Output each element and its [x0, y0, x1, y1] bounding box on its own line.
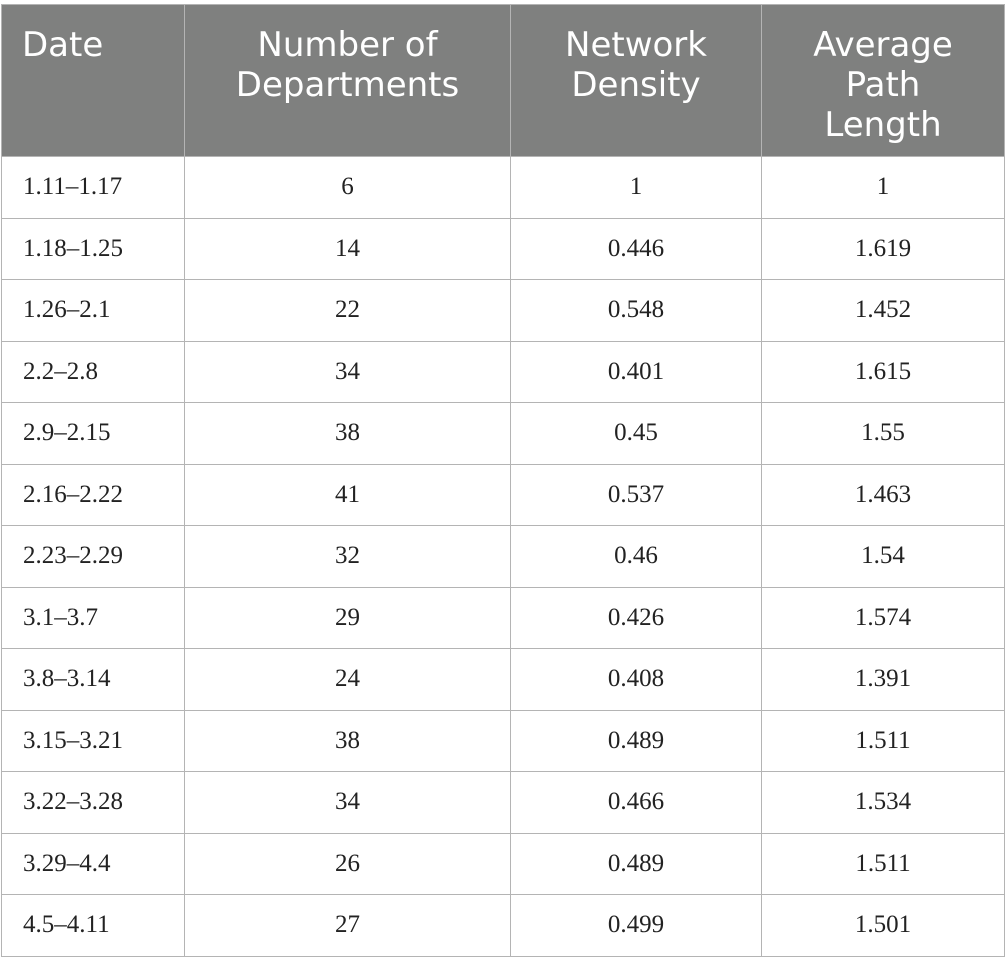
table-header: Date Number of Departments Network Densi…	[1, 4, 1005, 157]
header-row: Date Number of Departments Network Densi…	[1, 4, 1005, 157]
cell-average-path-length: 1.534	[761, 771, 1005, 834]
cell-average-path-length: 1.391	[761, 648, 1005, 711]
cell-number-of-departments: 26	[184, 832, 511, 895]
cell-date: 3.1–3.7	[1, 586, 185, 649]
cell-average-path-length: 1.615	[761, 340, 1005, 403]
cell-average-path-length: 1.463	[761, 463, 1005, 526]
cell-number-of-departments: 41	[184, 463, 511, 526]
table-row: 3.22–3.28 34 0.466 1.534	[1, 771, 1005, 834]
table-row: 2.2–2.8 34 0.401 1.615	[1, 340, 1005, 403]
table-row: 3.29–4.4 26 0.489 1.511	[1, 832, 1005, 895]
table-row: 4.5–4.11 27 0.499 1.501	[1, 894, 1005, 957]
cell-date: 3.8–3.14	[1, 648, 185, 711]
cell-average-path-length: 1.55	[761, 402, 1005, 465]
cell-average-path-length: 1.511	[761, 709, 1005, 772]
header-number-of-departments: Number of Departments	[184, 4, 511, 157]
cell-average-path-length: 1.54	[761, 525, 1005, 588]
table-row: 3.1–3.7 29 0.426 1.574	[1, 586, 1005, 649]
cell-date: 2.23–2.29	[1, 525, 185, 588]
cell-average-path-length: 1.574	[761, 586, 1005, 649]
cell-average-path-length: 1	[761, 156, 1005, 219]
cell-date: 2.9–2.15	[1, 402, 185, 465]
cell-number-of-departments: 14	[184, 217, 511, 280]
cell-date: 2.16–2.22	[1, 463, 185, 526]
cell-number-of-departments: 34	[184, 771, 511, 834]
cell-average-path-length: 1.511	[761, 832, 1005, 895]
cell-number-of-departments: 24	[184, 648, 511, 711]
cell-number-of-departments: 34	[184, 340, 511, 403]
cell-date: 2.2–2.8	[1, 340, 185, 403]
cell-date: 3.15–3.21	[1, 709, 185, 772]
header-network-density: Network Density	[510, 4, 762, 157]
header-average-path-length: Average Path Length	[761, 4, 1005, 157]
network-metrics-table: Date Number of Departments Network Densi…	[1, 4, 1005, 957]
cell-date: 1.11–1.17	[1, 156, 185, 219]
table-row: 1.18–1.25 14 0.446 1.619	[1, 217, 1005, 280]
cell-average-path-length: 1.501	[761, 894, 1005, 957]
cell-network-density: 0.489	[510, 832, 762, 895]
cell-network-density: 0.446	[510, 217, 762, 280]
table-row: 1.11–1.17 6 1 1	[1, 156, 1005, 219]
header-date: Date	[1, 4, 185, 157]
cell-network-density: 0.426	[510, 586, 762, 649]
cell-number-of-departments: 38	[184, 402, 511, 465]
cell-date: 3.29–4.4	[1, 832, 185, 895]
cell-network-density: 0.46	[510, 525, 762, 588]
cell-average-path-length: 1.619	[761, 217, 1005, 280]
cell-date: 3.22–3.28	[1, 771, 185, 834]
cell-number-of-departments: 27	[184, 894, 511, 957]
cell-date: 1.26–2.1	[1, 279, 185, 342]
cell-network-density: 0.489	[510, 709, 762, 772]
cell-network-density: 0.401	[510, 340, 762, 403]
cell-network-density: 1	[510, 156, 762, 219]
table-row: 3.8–3.14 24 0.408 1.391	[1, 648, 1005, 711]
cell-number-of-departments: 22	[184, 279, 511, 342]
cell-network-density: 0.537	[510, 463, 762, 526]
cell-number-of-departments: 38	[184, 709, 511, 772]
cell-network-density: 0.408	[510, 648, 762, 711]
table-row: 2.9–2.15 38 0.45 1.55	[1, 402, 1005, 465]
cell-date: 1.18–1.25	[1, 217, 185, 280]
table-row: 2.23–2.29 32 0.46 1.54	[1, 525, 1005, 588]
table-row: 3.15–3.21 38 0.489 1.511	[1, 709, 1005, 772]
cell-date: 4.5–4.11	[1, 894, 185, 957]
cell-network-density: 0.466	[510, 771, 762, 834]
cell-network-density: 0.548	[510, 279, 762, 342]
cell-number-of-departments: 29	[184, 586, 511, 649]
cell-network-density: 0.499	[510, 894, 762, 957]
table-row: 1.26–2.1 22 0.548 1.452	[1, 279, 1005, 342]
cell-network-density: 0.45	[510, 402, 762, 465]
cell-average-path-length: 1.452	[761, 279, 1005, 342]
cell-number-of-departments: 32	[184, 525, 511, 588]
cell-number-of-departments: 6	[184, 156, 511, 219]
table-row: 2.16–2.22 41 0.537 1.463	[1, 463, 1005, 526]
table-body: 1.11–1.17 6 1 1 1.18–1.25 14 0.446 1.619 1.26–2.…	[1, 156, 1005, 957]
